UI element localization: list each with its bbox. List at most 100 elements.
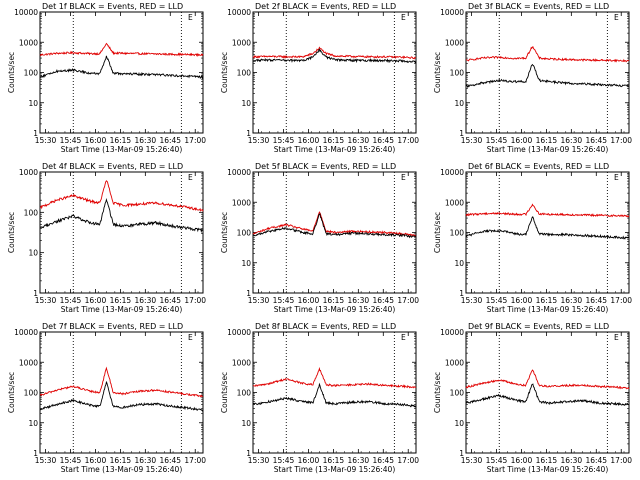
series-line-events (465, 63, 630, 89)
x-tick-label: 16:00 (511, 296, 533, 305)
x-tick-label: 16:45 (159, 136, 181, 145)
x-tick-label: 16:15 (323, 296, 345, 305)
detector-marker: E (401, 13, 406, 22)
y-axis-label: Counts/sec (220, 52, 229, 93)
y-tick-label: 100 (450, 229, 465, 238)
series-line-events (252, 382, 417, 408)
y-tick-label: 100 (450, 389, 465, 398)
series-line-events (39, 197, 204, 234)
x-tick-label: 15:30 (35, 456, 57, 465)
y-tick-label: 1000 (232, 198, 251, 207)
y-tick-label: 100 (24, 208, 39, 217)
y-tick-label: 100 (237, 389, 252, 398)
x-tick-label: 17:00 (610, 296, 632, 305)
series-line-lld (39, 42, 204, 58)
y-axis-label: Counts/sec (433, 372, 442, 413)
x-tick-label: 16:00 (85, 456, 107, 465)
plot-frame (39, 11, 204, 134)
x-tick-label: 15:45 (60, 296, 82, 305)
x-tick-label: 17:00 (397, 296, 419, 305)
chart-title: Det 3f BLACK = Events, RED = LLD (468, 2, 609, 11)
y-tick-label: 1000 (19, 358, 38, 367)
y-axis-label: Counts/sec (7, 52, 16, 93)
x-tick-label: 16:30 (135, 136, 157, 145)
y-tick-label: 10 (454, 419, 464, 428)
x-tick-label: 15:45 (60, 456, 82, 465)
chart-title: Det 4f BLACK = Events, RED = LLD (42, 162, 183, 171)
y-tick-label: 10 (241, 419, 251, 428)
y-tick-label: 100 (237, 69, 252, 78)
x-tick-label: 16:30 (561, 456, 583, 465)
x-tick-label: 16:00 (511, 456, 533, 465)
x-tick-label: 16:15 (323, 456, 345, 465)
series-line-lld (465, 46, 630, 63)
y-tick-label: 1000 (19, 38, 38, 47)
y-tick-label: 1000 (445, 358, 464, 367)
chart-title: Det 5f BLACK = Events, RED = LLD (255, 162, 396, 171)
y-tick-label: 1 (246, 129, 251, 138)
y-tick-label: 10 (241, 99, 251, 108)
y-tick-label: 10000 (227, 328, 251, 337)
y-tick-label: 10000 (440, 168, 464, 177)
series-line-events (465, 216, 630, 240)
x-tick-label: 17:00 (610, 456, 632, 465)
x-tick-label: 16:15 (536, 456, 558, 465)
x-tick-label: 16:45 (585, 456, 607, 465)
chart-title: Det 9f BLACK = Events, RED = LLD (468, 322, 609, 331)
x-tick-label: 16:15 (110, 136, 132, 145)
series-line-lld (39, 366, 204, 398)
chart-title: Det 1f BLACK = Events, RED = LLD (42, 2, 183, 11)
chart-title: Det 2f BLACK = Events, RED = LLD (255, 2, 396, 11)
x-tick-label: 15:45 (486, 136, 508, 145)
x-tick-label: 17:00 (184, 456, 206, 465)
series-line-lld (252, 211, 417, 237)
chart-panel-det-9f: Det 9f BLACK = Events, RED = LLD E 1 10 100 1… (433, 322, 632, 474)
y-tick-label: 10 (454, 99, 464, 108)
x-axis-label: Start Time (13-Mar-09 15:26:40) (61, 145, 183, 154)
y-tick-label: 1 (459, 289, 464, 298)
x-axis-label: Start Time (13-Mar-09 15:26:40) (274, 465, 396, 474)
y-tick-label: 1000 (445, 38, 464, 47)
y-tick-label: 1000 (232, 38, 251, 47)
series-line-lld (252, 46, 417, 60)
x-tick-label: 15:30 (35, 296, 57, 305)
x-tick-label: 16:00 (298, 456, 320, 465)
y-tick-label: 10 (28, 419, 38, 428)
x-tick-label: 16:00 (85, 296, 107, 305)
y-tick-label: 10 (28, 99, 38, 108)
plot-frame (465, 331, 630, 454)
plot-frame (252, 11, 417, 134)
y-tick-label: 1 (33, 129, 38, 138)
series-line-lld (252, 366, 417, 389)
chart-title: Det 7f BLACK = Events, RED = LLD (42, 322, 183, 331)
x-axis-label: Start Time (13-Mar-09 15:26:40) (61, 465, 183, 474)
series-line-lld (465, 203, 630, 218)
detector-marker: E (188, 13, 193, 22)
series-line-events (39, 380, 204, 412)
plot-frame (252, 331, 417, 454)
y-tick-label: 10 (28, 249, 38, 258)
y-axis-label: Counts/sec (7, 212, 16, 253)
x-tick-label: 15:45 (273, 136, 295, 145)
y-tick-label: 10000 (14, 8, 38, 17)
x-axis-label: Start Time (13-Mar-09 15:26:40) (487, 465, 609, 474)
x-tick-label: 16:15 (110, 296, 132, 305)
y-tick-label: 10000 (227, 168, 251, 177)
y-axis-label: Counts/sec (433, 212, 442, 253)
chart-panel-det-6f: Det 6f BLACK = Events, RED = LLD E 1 10 100 1… (433, 162, 632, 314)
series-line-events (252, 213, 417, 239)
y-tick-label: 1000 (19, 168, 38, 177)
chart-panel-det-5f: Det 5f BLACK = Events, RED = LLD E 1 10 100 1… (220, 162, 419, 314)
x-axis-label: Start Time (13-Mar-09 15:26:40) (274, 145, 396, 154)
y-tick-label: 1000 (232, 358, 251, 367)
x-tick-label: 16:15 (536, 296, 558, 305)
chart-title: Det 8f BLACK = Events, RED = LLD (255, 322, 396, 331)
detector-marker: E (614, 173, 619, 182)
y-tick-label: 1 (33, 449, 38, 458)
plot-frame (39, 331, 204, 454)
x-tick-label: 15:30 (248, 456, 270, 465)
y-tick-label: 10 (454, 259, 464, 268)
x-tick-label: 17:00 (397, 456, 419, 465)
x-tick-label: 16:15 (323, 136, 345, 145)
